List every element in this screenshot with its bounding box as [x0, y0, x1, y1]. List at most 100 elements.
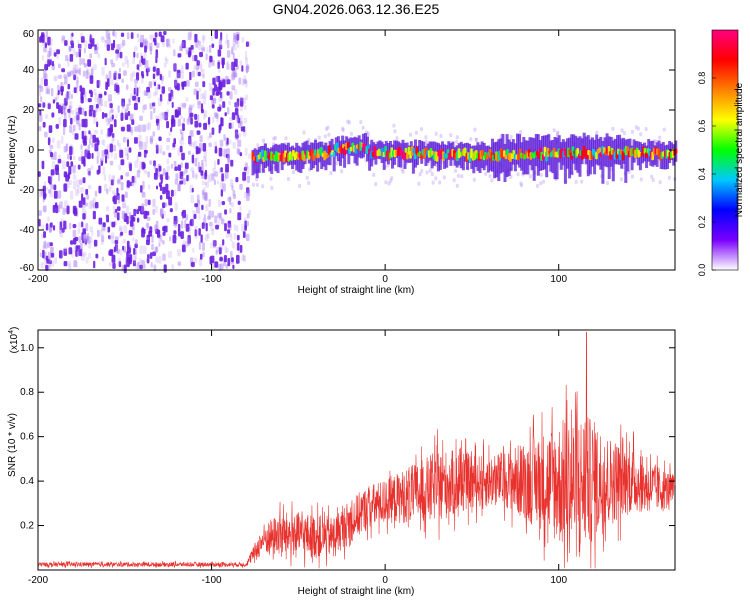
- spectrogram-noise-cell: [158, 148, 161, 154]
- spectrogram-noise-cell: [112, 30, 116, 37]
- spectrogram-noise-cell: [122, 245, 125, 251]
- spectrogram-noise-cell: [75, 250, 78, 257]
- spectrogram-noise-cell: [213, 160, 216, 170]
- spectrogram-noise-cell: [92, 134, 96, 143]
- spectrogram-noise-cell: [90, 91, 93, 98]
- spectrogram-noise-cell: [66, 180, 70, 189]
- spectrogram-noise-cell: [83, 130, 87, 137]
- spectrogram-noise-cell: [152, 251, 156, 257]
- spectrogram-noise-cell: [214, 171, 218, 177]
- spectrogram-noise-cell: [159, 94, 163, 102]
- spectrogram-noise-cell: [72, 229, 77, 238]
- spectrogram-halo-cell: [302, 130, 306, 135]
- spectrogram-noise-cell: [124, 147, 129, 156]
- spectrogram-halo-cell: [286, 176, 290, 181]
- spectrogram-noise-cell: [118, 47, 122, 54]
- spectrogram-core-cell: [643, 147, 647, 154]
- spectrogram-noise-cell: [245, 50, 248, 60]
- spectrogram-noise-cell: [243, 105, 247, 110]
- spectrogram-noise-cell: [80, 144, 83, 150]
- spectrogram-band-cell: [503, 143, 507, 182]
- spectrogram-noise-cell: [139, 115, 143, 121]
- spectrogram-noise-cell: [142, 124, 146, 132]
- spectrogram-noise-cell: [136, 87, 139, 97]
- spectrogram-noise-cell: [85, 151, 88, 159]
- spectrogram-noise-cell: [203, 122, 207, 130]
- spectrogram-noise-cell: [68, 46, 72, 53]
- spectrogram-noise-cell: [129, 114, 134, 121]
- spectrogram-noise-cell: [171, 101, 174, 108]
- spectrogram-noise-cell: [66, 91, 71, 100]
- spectrogram-noise-cell: [45, 243, 48, 250]
- spectrogram-noise-cell: [189, 71, 192, 81]
- spectrogram-noise-cell: [218, 247, 222, 255]
- spectrogram-noise-cell: [60, 86, 64, 92]
- spectrogram-noise-cell: [75, 51, 79, 58]
- spectrogram-noise-cell: [136, 33, 140, 38]
- spectrogram-noise-cell: [66, 205, 70, 215]
- spectrogram-noise-cell: [139, 42, 144, 48]
- spectrogram-noise-cell: [179, 139, 182, 145]
- spectrogram-noise-cell: [74, 261, 79, 268]
- spectrogram-noise-cell: [83, 63, 87, 68]
- spectrogram-noise-cell: [188, 150, 191, 156]
- spectrogram-noise-cell: [92, 197, 96, 204]
- spectrogram-noise-cell: [130, 113, 134, 121]
- snr-ytick-label: 0.2: [20, 521, 34, 532]
- spectrogram-noise-cell: [155, 220, 159, 230]
- spectrogram-signal-layer: [251, 119, 678, 190]
- spectrogram-noise-cell: [217, 49, 222, 57]
- spectrogram-noise-cell: [114, 70, 117, 77]
- spectrogram-noise-cell: [63, 171, 68, 178]
- spectrogram-noise-cell: [204, 90, 207, 99]
- spectrogram-noise-cell: [47, 264, 52, 271]
- spectrogram-noise-cell: [45, 223, 49, 231]
- spectrogram-noise-cell: [164, 202, 168, 207]
- spectrogram-noise-cell: [235, 113, 239, 122]
- spectrogram-noise-cell: [57, 84, 60, 91]
- spectrogram-noise-cell: [239, 115, 243, 124]
- spectrogram-noise-cell: [197, 45, 202, 50]
- spectrogram-noise-cell: [93, 239, 98, 247]
- spectrogram-noise-cell: [112, 144, 116, 152]
- spectrogram-halo-cell: [255, 182, 259, 187]
- spectrogram-noise-cell: [70, 161, 74, 167]
- spectrogram-noise-cell: [93, 260, 96, 269]
- spectrogram-noise-cell: [208, 117, 211, 125]
- spectrogram-noise-cell: [110, 232, 115, 239]
- spectrogram-noise-cell: [164, 56, 168, 61]
- spectrogram-noise-cell: [121, 78, 124, 83]
- spectrogram-noise-cell: [216, 180, 220, 185]
- spectrogram-noise-cell: [194, 120, 199, 128]
- spectrogram-noise-cell: [136, 64, 139, 70]
- spectrogram-noise-cell: [162, 253, 166, 261]
- spectrogram-noise-cell: [212, 98, 216, 105]
- spectrogram-noise-cell: [111, 235, 114, 245]
- spectrogram-noise-cell: [110, 59, 114, 65]
- spectrogram-noise-cell: [133, 103, 138, 111]
- spectrogram-noise-cell: [101, 139, 104, 146]
- spectrogram-halo-cell: [252, 182, 255, 187]
- spectrogram-halo-cell: [542, 179, 545, 184]
- spectrogram-noise-cell: [120, 112, 124, 121]
- spectrogram-noise-cell: [220, 117, 224, 127]
- spectrogram-noise-cell: [78, 249, 81, 256]
- spectrogram-noise-cell: [44, 181, 47, 187]
- spectrogram-noise-cell: [97, 97, 101, 105]
- spectrogram-noise-cell: [235, 225, 239, 232]
- spectrogram-noise-cell: [144, 198, 148, 207]
- spectrogram-band-cell: [349, 137, 353, 156]
- spectrogram-band-cell: [399, 143, 403, 168]
- spectrogram-noise-cell: [60, 218, 64, 225]
- spectrogram-noise-cell: [149, 46, 152, 55]
- spectrogram-noise-cell: [209, 132, 213, 138]
- spectrogram-noise-cell: [42, 249, 45, 259]
- spectrogram-noise-cell: [211, 104, 215, 109]
- spectrogram-noise-cell: [203, 96, 206, 105]
- spectrogram-noise-cell: [155, 168, 158, 176]
- spectrogram-noise-cell: [203, 113, 206, 120]
- spectrogram-noise-cell: [238, 122, 242, 128]
- spectrogram-noise-cell: [126, 59, 130, 69]
- spectrogram-noise-cell: [234, 129, 239, 139]
- spectrogram-core-cell: [431, 150, 434, 156]
